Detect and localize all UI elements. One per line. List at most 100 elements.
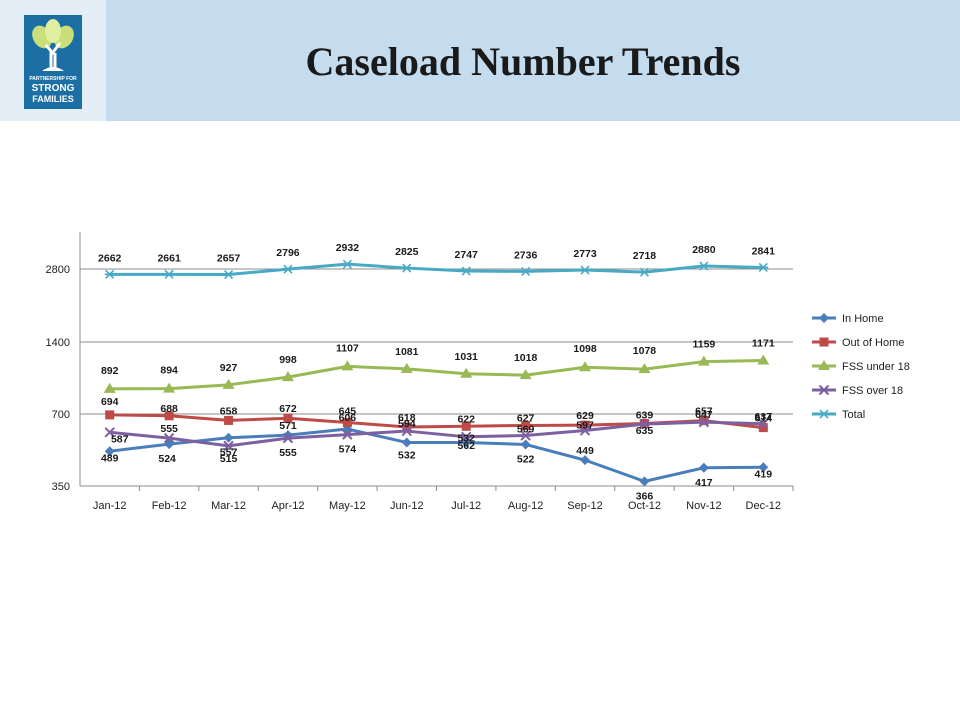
data-label: 2747 <box>455 249 479 261</box>
data-label: 2841 <box>752 245 776 257</box>
data-label: 622 <box>457 413 475 425</box>
data-label: 532 <box>398 450 416 462</box>
series-line <box>109 420 764 448</box>
data-label: 647 <box>695 409 713 421</box>
x-tick-label: Sep-12 <box>567 500 602 512</box>
data-point <box>283 413 293 423</box>
series-line <box>109 262 764 277</box>
data-point <box>461 266 472 276</box>
data-point <box>698 261 709 271</box>
data-label: 672 <box>279 403 297 415</box>
data-point <box>401 437 412 448</box>
x-tick-label: Jan-12 <box>93 500 127 512</box>
series-fss-under-18 <box>103 354 770 393</box>
data-point <box>401 425 412 437</box>
data-label: 639 <box>636 409 654 421</box>
legend-item: FSS under 18 <box>812 360 910 373</box>
data-point <box>223 440 234 452</box>
x-tick-label: Jun-12 <box>390 500 424 512</box>
data-label: 998 <box>279 354 297 366</box>
data-label: 894 <box>160 365 178 377</box>
data-label: 417 <box>695 477 713 489</box>
data-point <box>164 411 174 421</box>
data-point <box>520 266 531 277</box>
legend-label: FSS over 18 <box>842 385 903 397</box>
data-point <box>698 462 709 473</box>
data-label: 555 <box>279 447 297 459</box>
x-tick-label: Apr-12 <box>271 500 304 512</box>
data-point <box>639 418 650 430</box>
data-point <box>402 422 412 432</box>
y-tick-label: 350 <box>52 481 70 493</box>
data-point <box>579 425 591 436</box>
data-label: 635 <box>636 425 654 437</box>
data-point <box>163 382 176 393</box>
x-tick-label: Mar-12 <box>211 500 246 512</box>
data-label: 489 <box>101 452 119 464</box>
chart-legend: In Home Out of Home FSS under 18 FSS over 1… <box>812 313 910 421</box>
logo-line-3: FAMILIES <box>32 94 74 104</box>
legend-item: Out of Home <box>812 337 904 349</box>
x-tick-label: Oct-12 <box>628 500 661 512</box>
data-label: 627 <box>517 412 535 424</box>
data-label: 571 <box>279 420 297 432</box>
data-point <box>401 263 412 273</box>
data-label: 532 <box>457 433 475 445</box>
data-point <box>282 264 293 274</box>
data-label: 597 <box>576 420 594 432</box>
data-label: 658 <box>220 405 238 417</box>
legend-item: In Home <box>812 313 884 325</box>
data-label: 2736 <box>514 249 538 261</box>
data-label: 419 <box>755 468 773 480</box>
series-total <box>104 259 769 280</box>
data-point <box>342 418 352 427</box>
data-label: 629 <box>576 410 594 422</box>
data-label: 522 <box>517 453 535 465</box>
data-label: 645 <box>339 406 357 418</box>
legend-label: In Home <box>842 313 884 325</box>
legend-item: FSS over 18 <box>812 384 903 397</box>
data-label: 2662 <box>98 252 122 264</box>
data-point <box>281 371 294 382</box>
data-label: 555 <box>160 423 178 435</box>
series-line <box>109 413 764 430</box>
data-label: 1171 <box>752 338 775 350</box>
data-label: 2657 <box>217 253 241 265</box>
data-point <box>342 429 353 440</box>
data-label: 606 <box>339 412 357 424</box>
data-point <box>579 361 592 372</box>
x-tick-label: May-12 <box>329 500 366 512</box>
legend-label: Out of Home <box>842 337 904 349</box>
data-label: 2718 <box>633 250 657 262</box>
data-label: 515 <box>220 453 238 465</box>
y-tick-label: 2800 <box>46 264 70 276</box>
legend-label: FSS under 18 <box>842 361 910 373</box>
data-point <box>223 432 234 443</box>
data-label: 2825 <box>395 246 419 258</box>
data-label: 574 <box>339 444 357 456</box>
chart-grid <box>80 268 793 487</box>
data-point <box>757 354 770 365</box>
data-label: 2880 <box>692 244 716 256</box>
series-fss-over-18 <box>104 416 769 452</box>
data-point <box>282 432 294 444</box>
data-label: 594 <box>398 418 416 430</box>
data-label: 1098 <box>573 343 597 355</box>
data-point <box>461 431 472 443</box>
data-point <box>224 415 234 425</box>
data-point <box>697 355 710 366</box>
data-point <box>105 410 115 420</box>
series-line <box>109 359 764 391</box>
data-point <box>699 416 709 426</box>
y-tick-label: 1400 <box>46 337 70 349</box>
data-point <box>520 439 531 450</box>
data-label: 366 <box>636 490 654 502</box>
logo-panel: PARTNERSHIP FOR STRONG FAMILIES <box>0 0 106 121</box>
data-label: 449 <box>576 445 594 457</box>
x-tick-label: Nov-12 <box>686 500 721 512</box>
data-label: 587 <box>111 433 129 445</box>
legend-marker <box>818 384 830 396</box>
data-point <box>400 362 413 373</box>
data-point <box>104 446 115 457</box>
data-label: 557 <box>220 447 238 459</box>
